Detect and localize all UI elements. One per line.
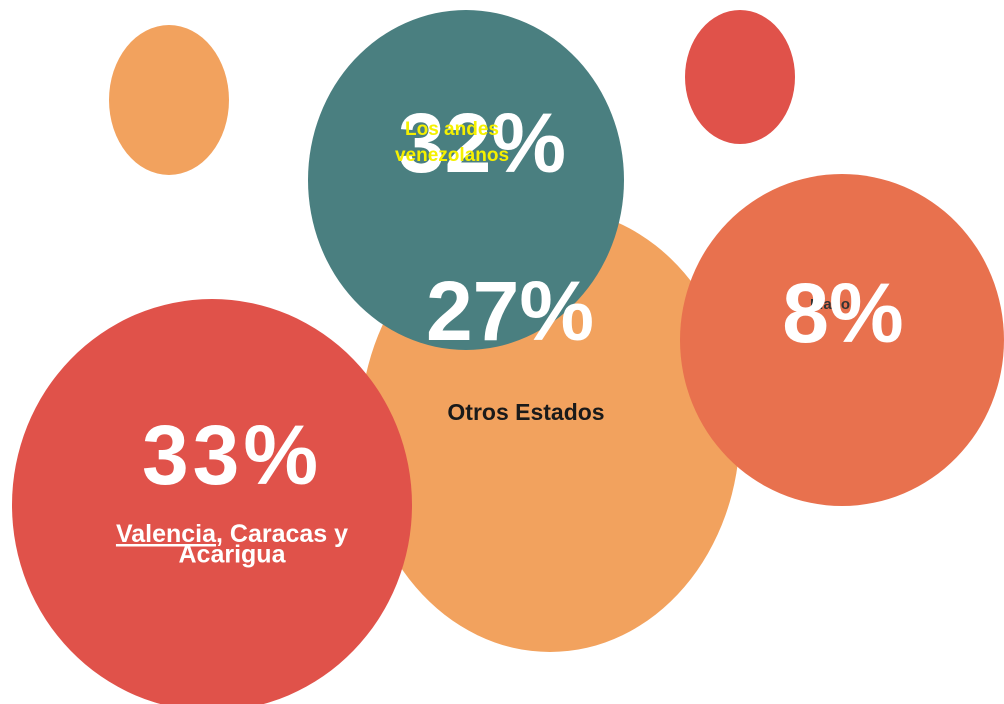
- percent: 33%: [142, 408, 322, 502]
- percent: 27%: [426, 264, 594, 358]
- label-part: , Caracas y: [216, 520, 348, 548]
- percent: 32%: [398, 96, 566, 190]
- decor-bubble: [685, 10, 795, 144]
- label: Llano: [810, 296, 850, 313]
- percent: 8%: [782, 266, 903, 360]
- label: Acarigua: [179, 541, 287, 569]
- label-part: Valencia: [116, 520, 217, 548]
- bubble: [308, 10, 624, 350]
- bubble: [12, 299, 412, 704]
- bubble: [680, 174, 1004, 506]
- label: Los andes: [405, 119, 499, 140]
- label: Valencia, Caracas y: [116, 520, 348, 548]
- decor-bubble: [109, 25, 229, 175]
- label: venezolanos: [395, 145, 509, 166]
- label: Otros Estados: [447, 399, 604, 425]
